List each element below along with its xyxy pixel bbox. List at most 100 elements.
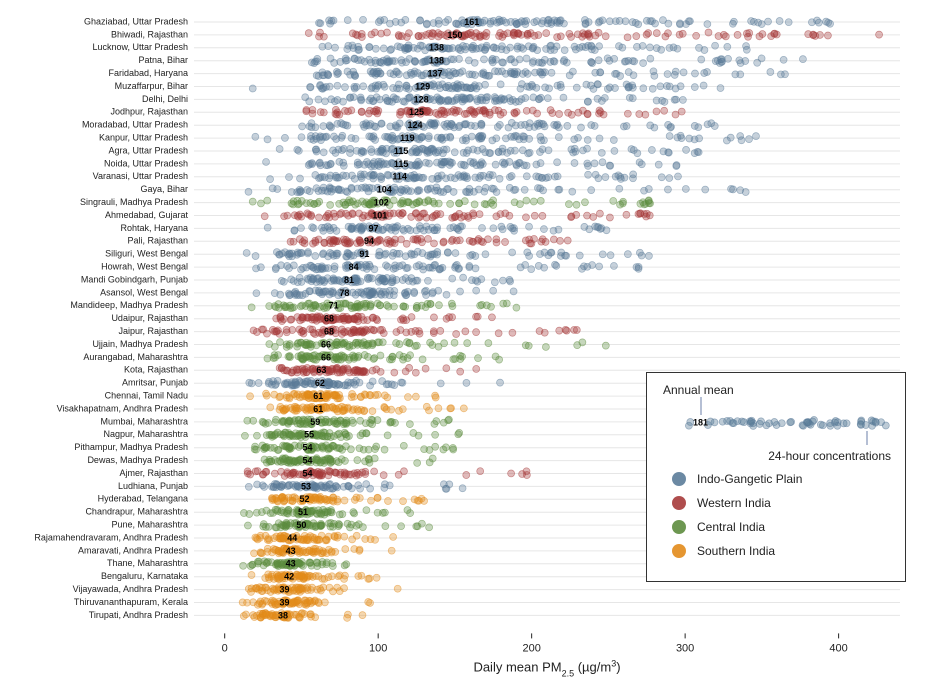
- data-point: [389, 275, 396, 282]
- city-label: Dewas, Madhya Pradesh: [87, 455, 188, 465]
- data-point: [568, 33, 575, 40]
- data-point: [395, 32, 402, 39]
- data-point: [431, 240, 438, 247]
- data-point: [388, 406, 395, 413]
- data-point: [461, 121, 468, 128]
- city-label: Vijayawada, Andhra Pradesh: [73, 584, 188, 594]
- data-point: [373, 574, 380, 581]
- data-point: [492, 161, 499, 168]
- data-point: [471, 72, 478, 79]
- data-point: [391, 419, 398, 426]
- data-point: [696, 44, 703, 51]
- data-point: [732, 71, 739, 78]
- data-point: [422, 159, 429, 166]
- data-point: [261, 445, 268, 452]
- data-point: [325, 546, 332, 553]
- mean-label: 114: [392, 172, 407, 182]
- data-point: [691, 70, 698, 77]
- data-point: [459, 353, 466, 360]
- data-point: [374, 495, 381, 502]
- data-point: [445, 416, 452, 423]
- data-point: [347, 145, 354, 152]
- data-point: [598, 149, 605, 156]
- data-point: [422, 304, 429, 311]
- data-point: [290, 201, 297, 208]
- data-point: [465, 214, 472, 221]
- data-point: [629, 82, 636, 89]
- data-point: [738, 137, 745, 144]
- data-point: [398, 236, 405, 243]
- mean-label: 61: [313, 404, 323, 414]
- city-row: 51: [240, 506, 413, 518]
- data-point: [247, 562, 254, 569]
- mean-label: 50: [296, 520, 306, 530]
- data-point: [251, 550, 258, 557]
- legend-swatch: [672, 472, 686, 486]
- data-point: [698, 56, 705, 63]
- data-point: [307, 84, 314, 91]
- city-row: 129: [249, 81, 724, 93]
- data-point: [574, 134, 581, 141]
- data-point: [302, 290, 309, 297]
- data-point: [382, 262, 389, 269]
- data-point: [334, 341, 341, 348]
- x-tick-label: 400: [829, 642, 847, 654]
- city-label: Nagpur, Maharashtra: [103, 429, 188, 439]
- data-point: [246, 379, 253, 386]
- data-point: [521, 186, 528, 193]
- data-point: [537, 160, 544, 167]
- data-point: [394, 585, 401, 592]
- data-point: [422, 58, 429, 65]
- data-point: [320, 33, 327, 40]
- data-point: [686, 135, 693, 142]
- data-point: [348, 394, 355, 401]
- data-point: [430, 330, 437, 337]
- data-point: [315, 73, 322, 80]
- data-point: [382, 250, 389, 257]
- legend-sample-point: [869, 422, 876, 429]
- data-point: [369, 367, 376, 374]
- data-point: [353, 532, 360, 539]
- data-point: [280, 535, 287, 542]
- mean-label: 66: [321, 339, 331, 349]
- data-point: [457, 368, 464, 375]
- data-point: [482, 46, 489, 53]
- data-point: [358, 30, 365, 37]
- data-point: [263, 158, 270, 165]
- data-point: [341, 107, 348, 114]
- data-point: [483, 33, 490, 40]
- data-point: [522, 121, 529, 128]
- data-point: [264, 136, 271, 143]
- data-point: [730, 186, 737, 193]
- data-point: [394, 43, 401, 50]
- data-point: [584, 160, 591, 167]
- data-point: [676, 20, 683, 27]
- city-label: Howrah, West Bengal: [101, 261, 188, 271]
- legend-item-label: Indo-Gangetic Plain: [697, 472, 802, 486]
- data-point: [366, 56, 373, 63]
- data-point: [327, 519, 334, 526]
- legend-swatch: [672, 496, 686, 510]
- data-point: [573, 84, 580, 91]
- data-point: [303, 536, 310, 543]
- data-point: [505, 124, 512, 131]
- mean-label: 61: [313, 391, 323, 401]
- data-point: [596, 43, 603, 50]
- data-point: [299, 314, 306, 321]
- data-point: [412, 58, 419, 65]
- mean-label: 39: [280, 584, 290, 594]
- data-point: [270, 509, 277, 516]
- city-row: 78: [253, 287, 517, 299]
- data-point: [391, 58, 398, 65]
- data-point: [351, 175, 358, 182]
- data-point: [355, 224, 362, 231]
- data-point: [412, 327, 419, 334]
- data-point: [599, 251, 606, 258]
- data-point: [337, 58, 344, 65]
- data-point: [264, 224, 271, 231]
- data-point: [347, 94, 354, 101]
- data-point: [301, 237, 308, 244]
- data-point: [263, 507, 270, 514]
- data-point: [308, 120, 315, 127]
- data-point: [349, 30, 356, 37]
